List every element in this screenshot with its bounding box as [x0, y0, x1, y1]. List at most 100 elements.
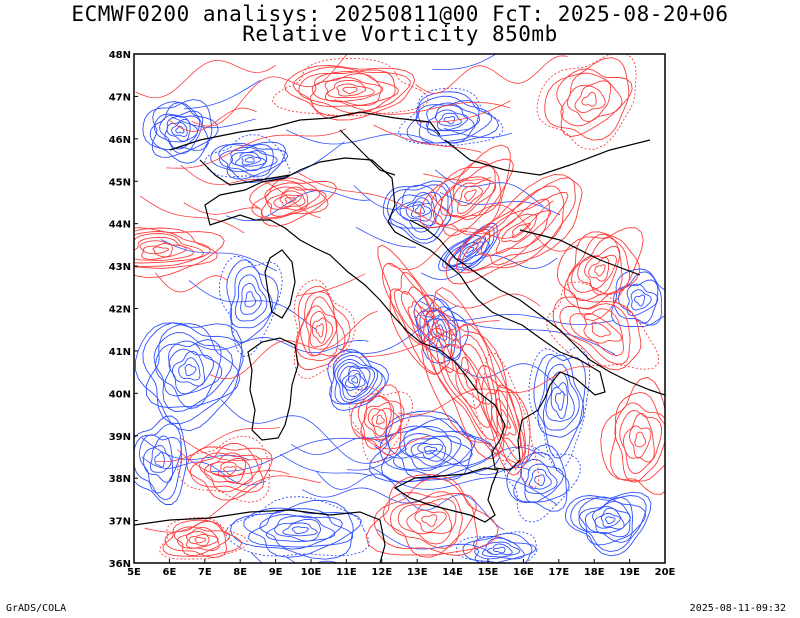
negative-contour — [630, 289, 652, 311]
positive-contour — [166, 128, 347, 169]
positive-contour — [134, 231, 211, 268]
negative-contour — [164, 340, 223, 397]
lon-label-11E: 11E — [336, 567, 357, 578]
positive-contour — [500, 408, 511, 429]
positive-contour — [389, 200, 554, 271]
negative-contour — [134, 415, 188, 505]
lat-label-45N: 45N — [109, 177, 131, 188]
negative-contour — [605, 516, 616, 525]
negative-contour — [427, 314, 450, 348]
negative-contour — [486, 543, 513, 555]
positive-contour — [563, 231, 641, 310]
positive-contour — [495, 210, 552, 254]
chart-title: ECMWF0200 analisys: 20250811@00 FcT: 202… — [71, 2, 729, 26]
positive-contour — [190, 443, 265, 493]
positive-contour — [552, 296, 642, 371]
positive-contour — [623, 412, 655, 463]
negative-contour — [141, 456, 266, 486]
lon-label-15E: 15E — [478, 567, 499, 578]
negative-contour — [570, 495, 647, 553]
negative-contour — [448, 235, 490, 267]
positive-contour — [610, 391, 665, 482]
positive-contour — [430, 193, 579, 252]
negative-contour — [171, 116, 256, 129]
negative-contour — [380, 415, 495, 483]
negative-contour — [301, 487, 431, 504]
positive-contour — [567, 80, 612, 123]
negative-contour — [432, 54, 497, 70]
positive-contour — [359, 320, 500, 358]
lat-label-39N: 39N — [109, 432, 131, 443]
positive-contour — [485, 384, 524, 463]
negative-contour — [164, 115, 199, 143]
positive-contour — [164, 520, 227, 558]
negative-contour — [218, 142, 289, 180]
positive-contour — [209, 311, 378, 380]
positive-contour — [191, 54, 348, 127]
negative-contour — [274, 518, 322, 542]
positive-contour — [186, 446, 273, 501]
negative-contour — [149, 102, 209, 151]
positive-contour — [209, 457, 247, 484]
negative-contour — [537, 354, 585, 438]
positive-contour — [428, 324, 505, 456]
positive-contour — [461, 185, 565, 272]
positive-contour — [536, 54, 637, 150]
negative-contour — [145, 323, 241, 408]
positive-contour — [443, 343, 493, 429]
chart-subtitle: Relative Vorticity 850mb — [242, 22, 558, 46]
positive-contour — [381, 263, 453, 374]
negative-contour — [243, 507, 362, 558]
positive-contour — [336, 83, 367, 97]
negative-contour — [210, 141, 286, 183]
africa-coastline — [134, 509, 386, 563]
negative-contour — [142, 99, 213, 164]
negative-contour — [425, 104, 475, 132]
negative-contour — [134, 423, 182, 501]
negative-contour — [355, 226, 416, 248]
lon-label-19E: 19E — [619, 567, 640, 578]
negative-contour — [226, 190, 371, 222]
positive-contour — [472, 352, 540, 489]
positive-contour — [296, 273, 366, 297]
lon-label-7E: 7E — [198, 567, 212, 578]
negative-contour — [634, 294, 646, 307]
axis-ticks — [133, 53, 666, 564]
positive-contour — [155, 427, 280, 463]
positive-contour — [421, 286, 527, 464]
negative-contour — [618, 279, 659, 324]
negative-contour — [524, 463, 558, 495]
negative-contour — [528, 347, 590, 471]
positive-contour — [183, 202, 260, 215]
positive-contour — [349, 386, 414, 464]
negative-contour — [416, 95, 492, 144]
positive-contour — [390, 491, 463, 549]
positive-contour — [423, 173, 492, 181]
lon-label-14E: 14E — [442, 567, 463, 578]
sardinia-coastline — [247, 337, 299, 441]
positive-contour — [295, 285, 351, 371]
positive-contour — [456, 177, 576, 274]
negative-contour — [600, 512, 621, 528]
negative-contour — [348, 373, 361, 388]
negative-contour — [473, 536, 536, 563]
negative-contour — [395, 191, 443, 233]
positive-contour — [177, 435, 271, 503]
lon-label-10E: 10E — [301, 567, 322, 578]
positive-contour — [260, 182, 327, 219]
lat-label-46N: 46N — [109, 135, 131, 146]
negative-contour — [282, 522, 318, 537]
positive-contour — [559, 303, 631, 365]
negative-contour — [419, 300, 616, 355]
negative-contour — [351, 376, 359, 384]
negative-contour — [151, 101, 219, 158]
positive-contour — [305, 305, 338, 357]
positive-contour — [315, 323, 324, 338]
footer-credit: GrADS/COLA — [6, 603, 67, 614]
lon-label-8E: 8E — [233, 567, 247, 578]
lon-label-12E: 12E — [371, 567, 392, 578]
positive-contour — [511, 222, 531, 239]
coastlines-and-borders — [134, 111, 665, 563]
positive-contour — [600, 376, 665, 495]
